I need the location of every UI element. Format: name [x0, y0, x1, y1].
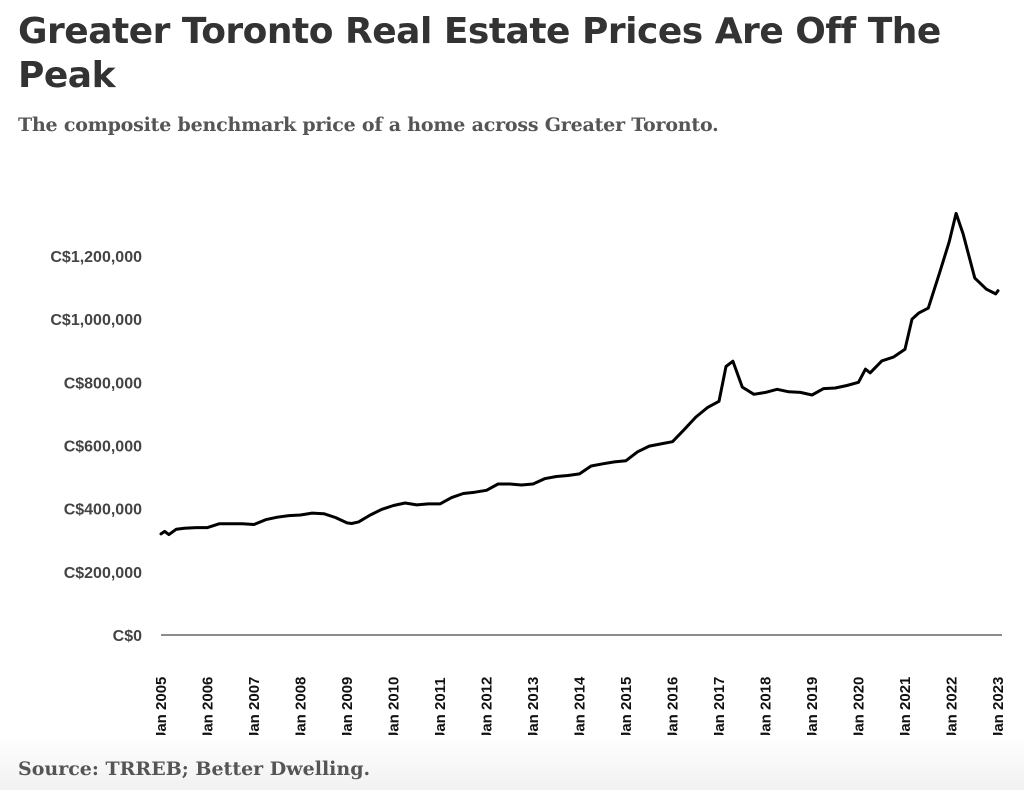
y-tick-label: C$200,000	[64, 565, 142, 582]
x-tick-label: Jan 2011	[432, 677, 449, 740]
x-tick-label: Jan 2018	[758, 677, 775, 740]
plot-area	[159, 211, 1000, 537]
x-tick-label: Jan 2016	[665, 677, 682, 740]
series-line-0	[159, 211, 1000, 537]
y-axis: C$0 C$200,000 C$400,000 C$600,000 C$800,000 C…	[50, 249, 142, 645]
x-tick-label: Jan 2019	[804, 677, 821, 740]
y-tick-label: C$1,000,000	[50, 312, 142, 329]
chart-subtitle: The composite benchmark price of a home …	[18, 114, 719, 136]
y-tick-label: C$800,000	[64, 375, 142, 392]
chart-title: Greater Toronto Real Estate Prices Are O…	[18, 11, 941, 96]
y-tick-label: C$0	[113, 628, 142, 645]
x-tick-label: Jan 2014	[572, 676, 589, 740]
x-tick-label: Jan 2020	[851, 677, 868, 740]
x-tick-label: Jan 2023	[990, 677, 1007, 740]
x-tick-label: Jan 2022	[944, 677, 961, 740]
x-tick-label: Jan 2015	[618, 677, 635, 740]
x-tick-label: Jan 2009	[339, 677, 356, 740]
x-tick-label: Jan 2013	[525, 677, 542, 740]
y-tick-label: C$1,200,000	[50, 249, 142, 266]
source-note: Source: TRREB; Better Dwelling.	[18, 758, 371, 780]
footer-band	[0, 735, 1024, 790]
x-tick-label: Jan 2010	[386, 677, 403, 740]
y-tick-label: C$600,000	[64, 439, 142, 456]
x-axis: Jan 2005 Jan 2006 Jan 2007 Jan 2008 Jan 2009…	[153, 634, 1007, 740]
line-chart: C$0 C$200,000 C$400,000 C$600,000 C$800,000 C…	[50, 211, 1007, 740]
x-tick-label: Jan 2005	[153, 677, 170, 740]
x-tick-label: Jan 2017	[711, 677, 728, 740]
x-tick-label: Jan 2007	[246, 677, 263, 740]
y-tick-label: C$400,000	[64, 502, 142, 519]
x-tick-label: Jan 2012	[479, 677, 496, 740]
x-tick-label: Jan 2008	[293, 677, 310, 740]
x-tick-label: Jan 2021	[897, 677, 914, 740]
x-tick-label: Jan 2006	[200, 677, 217, 740]
